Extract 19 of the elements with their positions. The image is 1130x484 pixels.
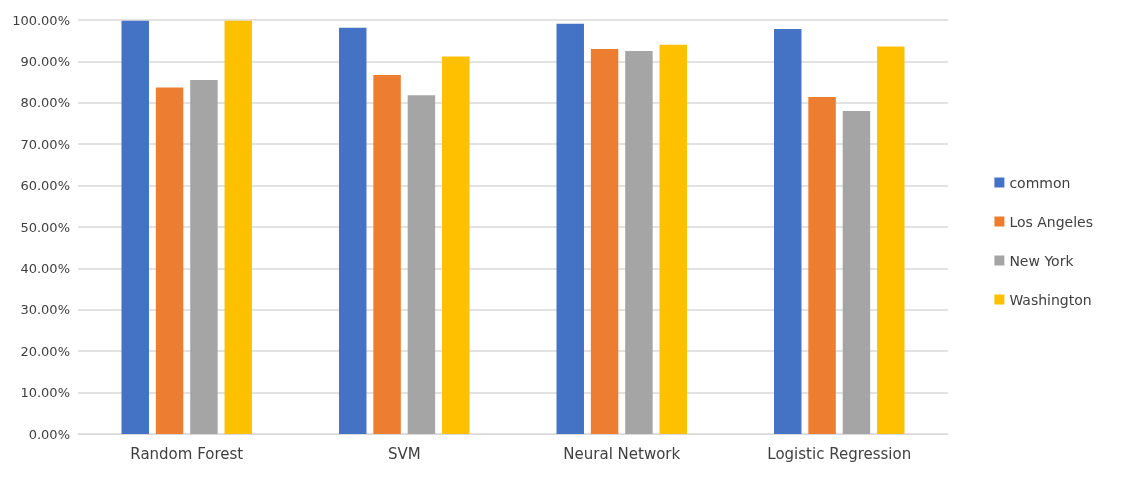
y-tick-label: 80.00%: [20, 95, 70, 111]
legend-label: common: [1009, 174, 1071, 191]
y-tick-label: 20.00%: [20, 343, 70, 359]
legend-label: New York: [1009, 252, 1075, 269]
y-tick-label: 30.00%: [20, 302, 70, 318]
legend-label: Los Angeles: [1009, 213, 1094, 230]
y-tick-label: 100.00%: [12, 12, 70, 28]
y-tick-label: 50.00%: [20, 219, 70, 235]
y-tick-label: 70.00%: [20, 136, 70, 152]
x-tick-label: Random Forest: [130, 444, 244, 463]
y-tick-label: 60.00%: [20, 178, 70, 194]
x-tick-label: Neural Network: [563, 444, 681, 463]
y-tick-label: 10.00%: [20, 385, 70, 401]
x-tick-label: SVM: [387, 444, 421, 463]
x-tick-label: Logistic Regression: [767, 444, 912, 463]
y-tick-label: 0.00%: [28, 426, 70, 442]
legend-label: Washington: [1009, 291, 1092, 308]
y-tick-label: 90.00%: [20, 53, 70, 69]
y-tick-label: 40.00%: [20, 260, 70, 276]
